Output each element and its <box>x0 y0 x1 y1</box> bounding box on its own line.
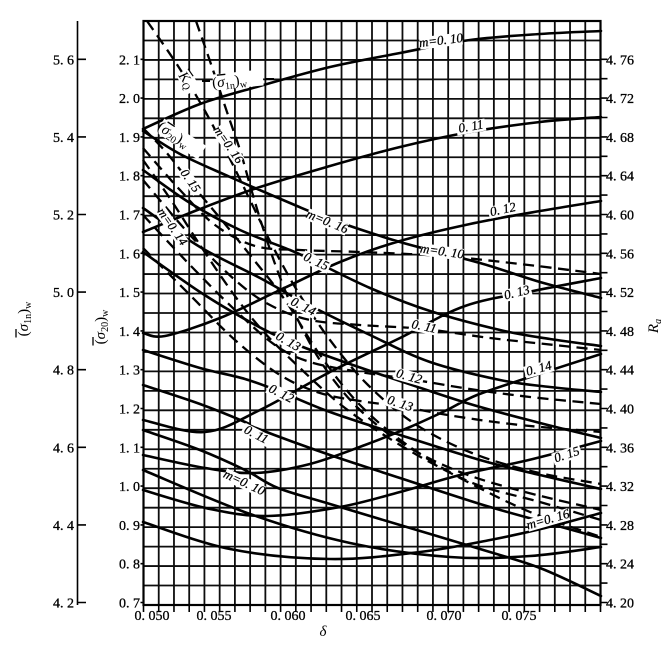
svg-text:4. 2: 4. 2 <box>53 597 74 612</box>
svg-text:1. 3: 1. 3 <box>119 364 140 379</box>
svg-text:2. 1: 2. 1 <box>119 53 140 68</box>
svg-text:0. 060: 0. 060 <box>271 609 306 624</box>
svg-text:4. 76: 4. 76 <box>606 53 634 68</box>
svg-text:1. 8: 1. 8 <box>119 170 140 185</box>
svg-text:m=0. 10: m=0. 10 <box>418 30 464 50</box>
svg-text:1. 1: 1. 1 <box>119 441 140 456</box>
svg-text:1. 0: 1. 0 <box>119 480 140 495</box>
svg-text:0. 11: 0. 11 <box>410 316 438 336</box>
svg-text:4. 6: 4. 6 <box>53 441 74 456</box>
svg-text:1. 7: 1. 7 <box>119 209 140 224</box>
svg-text:0. 9: 0. 9 <box>119 519 140 534</box>
svg-text:4. 24: 4. 24 <box>606 558 634 573</box>
svg-text:5. 4: 5. 4 <box>53 131 74 146</box>
svg-text:0. 11: 0. 11 <box>457 116 484 135</box>
svg-text:1. 2: 1. 2 <box>119 403 140 418</box>
svg-text:4. 68: 4. 68 <box>606 131 634 146</box>
svg-text:0. 055: 0. 055 <box>197 609 232 624</box>
svg-text:4. 60: 4. 60 <box>606 209 634 224</box>
svg-text:1. 9: 1. 9 <box>119 131 140 146</box>
svg-text:4. 36: 4. 36 <box>606 441 634 456</box>
svg-text:m=0. 10: m=0. 10 <box>419 241 465 262</box>
svg-text:5. 0: 5. 0 <box>53 286 74 301</box>
svg-text:4. 40: 4. 40 <box>606 403 634 418</box>
svg-text:(σ20)w: (σ20)w <box>93 309 111 344</box>
svg-text:2. 0: 2. 0 <box>119 92 140 107</box>
svg-text:1. 4: 1. 4 <box>119 325 140 340</box>
svg-text:4. 64: 4. 64 <box>606 170 634 185</box>
svg-text:0. 070: 0. 070 <box>427 609 462 624</box>
svg-text:(σ1n)w: (σ1n)w <box>16 301 34 336</box>
svg-text:0. 050: 0. 050 <box>135 609 170 624</box>
svg-text:0. 075: 0. 075 <box>502 609 537 624</box>
svg-text:4. 44: 4. 44 <box>606 364 634 379</box>
svg-text:0. 8: 0. 8 <box>119 558 140 573</box>
svg-text:1. 6: 1. 6 <box>119 247 140 262</box>
svg-text:0. 12: 0. 12 <box>489 199 518 219</box>
svg-text:0. 7: 0. 7 <box>119 597 140 612</box>
svg-text:5. 2: 5. 2 <box>53 209 74 224</box>
svg-text:4. 52: 4. 52 <box>606 286 634 301</box>
svg-text:4. 8: 4. 8 <box>53 364 74 379</box>
svg-text:4. 4: 4. 4 <box>53 519 74 534</box>
svg-text:4. 32: 4. 32 <box>606 480 634 495</box>
svg-text:1. 5: 1. 5 <box>119 286 140 301</box>
svg-text:δ: δ <box>320 624 328 640</box>
svg-text:4. 56: 4. 56 <box>606 247 634 262</box>
svg-text:0. 12: 0. 12 <box>395 365 425 387</box>
svg-text:4. 72: 4. 72 <box>606 92 634 107</box>
svg-text:4. 28: 4. 28 <box>606 519 634 534</box>
svg-text:0. 14: 0. 14 <box>524 357 553 378</box>
svg-text:4. 20: 4. 20 <box>606 597 634 612</box>
svg-text:4. 48: 4. 48 <box>606 325 634 340</box>
svg-text:0. 065: 0. 065 <box>346 609 381 624</box>
svg-text:5. 6: 5. 6 <box>53 53 74 68</box>
svg-text:0. 13: 0. 13 <box>502 281 531 302</box>
